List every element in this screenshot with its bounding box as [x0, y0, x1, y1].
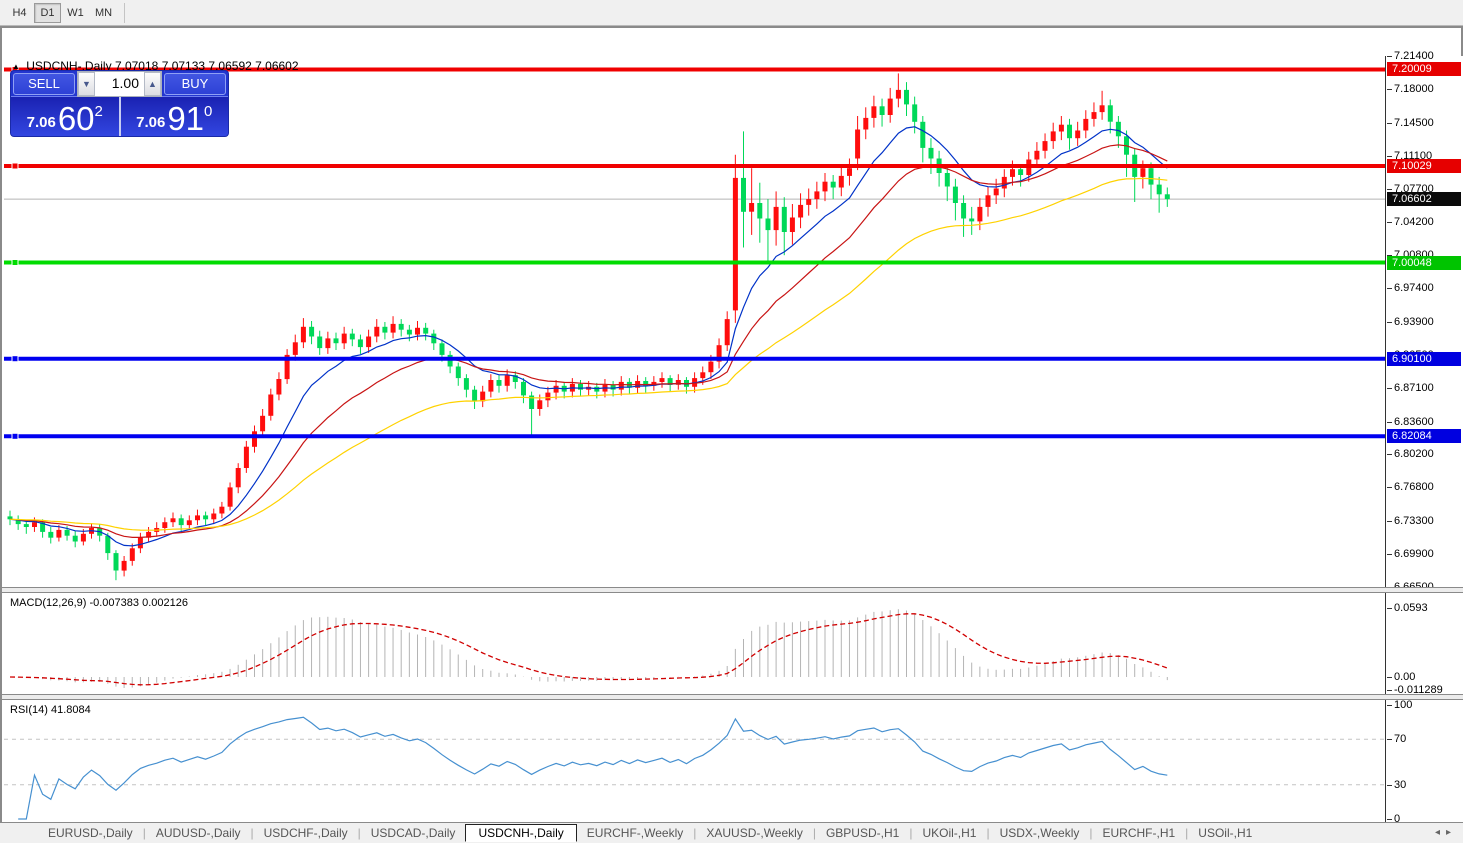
tab-separator: | — [1089, 826, 1093, 840]
timeframe-button-d1[interactable]: D1 — [34, 2, 61, 23]
price-axis-label: 7.04200 — [1387, 216, 1434, 228]
rsi-axis-label: 100 — [1386, 699, 1413, 711]
timeframe-button-h4[interactable]: H4 — [12, 6, 27, 19]
rsi-label: RSI(14) 41.8084 — [10, 704, 91, 716]
price-axis-label: 6.97400 — [1387, 282, 1434, 294]
tab-separator: | — [812, 826, 816, 840]
timeframe-button-w1[interactable]: W1 — [67, 6, 84, 19]
ohlc-open: 7.07018 — [114, 59, 159, 73]
price-level-badge: 7.00048 — [1387, 256, 1461, 270]
ohlc-close: 7.06602 — [255, 59, 299, 73]
sell-button[interactable]: SELL — [13, 72, 75, 95]
tab-separator: | — [1185, 826, 1189, 840]
tab-usoil-h1[interactable]: USOil-,H1 — [1198, 826, 1253, 840]
tab-separator: | — [357, 826, 361, 840]
pane-splitter[interactable] — [2, 694, 1463, 700]
macd-chart[interactable] — [4, 594, 1385, 694]
macd-axis-label: 0.00 — [1386, 671, 1416, 683]
ohlc-high: 7.07133 — [161, 59, 206, 73]
tab-usdcnh-daily[interactable]: USDCNH-,Daily — [465, 824, 577, 842]
price-axis-label: 6.93900 — [1387, 316, 1434, 328]
tab-eurchf-h1[interactable]: EURCHF-,H1 — [1102, 826, 1176, 840]
price-divider — [118, 97, 121, 136]
tab-separator: | — [142, 826, 146, 840]
rsi-axis-label: 70 — [1386, 733, 1407, 745]
chart-symbol-label: USDCNH-,Daily — [26, 59, 112, 73]
tab-eurusd-daily[interactable]: EURUSD-,Daily — [48, 826, 133, 840]
volume-decrease-icon[interactable]: ▼ — [78, 71, 95, 96]
price-level-badge: 7.20009 — [1387, 62, 1461, 76]
price-axis-label: 7.21400 — [1387, 50, 1434, 62]
price-axis-label: 7.14500 — [1387, 117, 1434, 129]
macd-axis-label: 0.0593 — [1387, 602, 1428, 614]
tab-scroll-left-icon[interactable]: ◂ — [1434, 827, 1446, 838]
sell-price-pips: 60 — [57, 100, 95, 137]
rsi-axis-label: 0 — [1386, 813, 1401, 825]
price-axis[interactable]: 7.21400 7.18000 7.14500 7.11100 7.07700 7.042… — [1385, 50, 1463, 843]
tab-usdx-weekly[interactable]: USDX-,Weekly — [999, 826, 1080, 840]
price-level-badge: 7.10029 — [1387, 159, 1461, 173]
tab-usdcad-daily[interactable]: USDCAD-,Daily — [370, 826, 456, 840]
buy-price-prefix: 7.06 — [136, 114, 166, 131]
volume-stepper: ▼ 1.00 ▲ — [77, 71, 162, 97]
volume-increase-icon[interactable]: ▲ — [144, 71, 161, 96]
tab-separator: | — [250, 826, 254, 840]
buy-price-pipette: 0 — [204, 103, 213, 120]
price-level-badge: 6.82084 — [1387, 429, 1461, 443]
sell-price[interactable]: 7.06 60 2 — [11, 97, 119, 137]
price-axis-label: 6.87100 — [1387, 382, 1434, 394]
tab-gbpusd-h1[interactable]: GBPUSD-,H1 — [825, 826, 900, 840]
current-price-badge: 7.06602 — [1387, 192, 1461, 206]
macd-axis-label: -0.011289 — [1387, 684, 1443, 696]
buy-price[interactable]: 7.06 91 0 — [120, 97, 228, 137]
tab-xauusd-weekly[interactable]: XAUUSD-,Weekly — [706, 826, 803, 840]
rsi-axis-label: 30 — [1386, 779, 1407, 791]
timeframe-button-mn[interactable]: MN — [94, 6, 113, 19]
tab-audusd-daily[interactable]: AUDUSD-,Daily — [155, 826, 241, 840]
chart-header: ▲ USDCNH-,Daily 7.07018 7.07133 7.06592 … — [12, 59, 299, 73]
sell-price-prefix: 7.06 — [26, 114, 56, 131]
volume-input[interactable]: 1.00 — [95, 71, 144, 96]
macd-label: MACD(12,26,9) -0.007383 0.002126 — [10, 597, 188, 609]
chart-tab-bar: EURUSD-,Daily | AUDUSD-,Daily | USDCHF-,Dail… — [0, 822, 1463, 843]
one-click-trade-panel: SELL ▼ 1.00 ▲ BUY 7.06 60 2 7.06 91 — [10, 70, 229, 137]
tab-usdchf-daily[interactable]: USDCHF-,Daily — [263, 826, 348, 840]
tab-separator: | — [986, 826, 990, 840]
chart-window: ▲ USDCNH-,Daily 7.07018 7.07133 7.06592 … — [0, 26, 1463, 843]
tab-eurchf-weekly[interactable]: EURCHF-,Weekly — [586, 826, 684, 840]
buy-price-pips: 91 — [167, 100, 205, 137]
price-axis-label: 6.80200 — [1387, 448, 1434, 460]
toolbar-separator — [124, 2, 125, 23]
timeframe-toolbar: H4 D1 W1 MN — [0, 0, 1463, 26]
sell-price-pipette: 2 — [94, 103, 103, 120]
price-axis-label: 7.18000 — [1387, 83, 1434, 95]
price-axis-label: 6.83600 — [1387, 416, 1434, 428]
tab-separator: | — [693, 826, 697, 840]
ohlc-low: 7.06592 — [208, 59, 252, 73]
price-axis-label: 6.76800 — [1387, 481, 1434, 493]
pane-splitter[interactable] — [2, 587, 1463, 593]
rsi-chart[interactable] — [4, 701, 1385, 826]
expand-icon[interactable]: ▲ — [12, 62, 20, 71]
tab-separator: | — [909, 826, 913, 840]
price-level-badge: 6.90100 — [1387, 352, 1461, 366]
buy-button[interactable]: BUY — [164, 72, 226, 95]
tab-scroll-right-icon[interactable]: ▸ — [1445, 827, 1457, 838]
tab-ukoil-h1[interactable]: UKOil-,H1 — [922, 826, 977, 840]
price-axis-label: 6.73300 — [1387, 515, 1434, 527]
price-axis-label: 6.69900 — [1387, 548, 1434, 560]
price-chart[interactable] — [4, 56, 1385, 587]
